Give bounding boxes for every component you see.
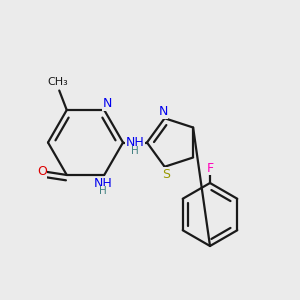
Text: NH: NH — [126, 136, 144, 149]
Text: H: H — [131, 146, 139, 157]
Text: F: F — [206, 161, 214, 175]
Text: CH₃: CH₃ — [47, 77, 68, 87]
Text: S: S — [162, 168, 170, 181]
Text: N: N — [103, 97, 112, 110]
Text: N: N — [158, 105, 168, 118]
Text: NH: NH — [93, 178, 112, 190]
Text: O: O — [37, 166, 47, 178]
Text: H: H — [99, 187, 106, 196]
